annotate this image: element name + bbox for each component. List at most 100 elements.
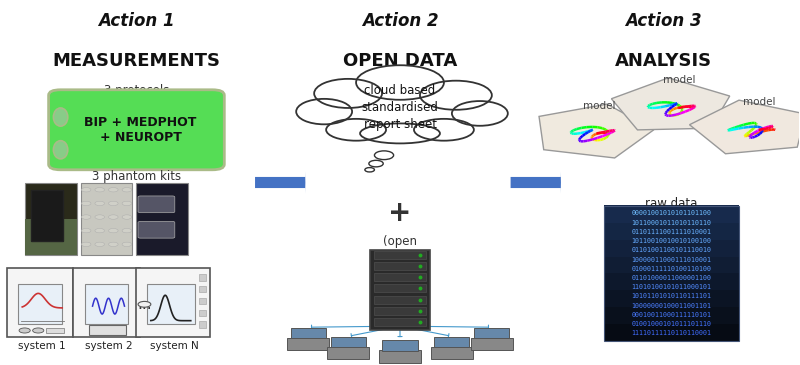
Circle shape: [122, 201, 132, 205]
Circle shape: [109, 242, 118, 246]
FancyBboxPatch shape: [198, 286, 206, 292]
FancyBboxPatch shape: [379, 350, 421, 363]
FancyBboxPatch shape: [327, 347, 369, 359]
FancyBboxPatch shape: [18, 284, 62, 324]
Text: 10110010010010100100: 10110010010010100100: [631, 238, 711, 244]
Text: ANALYSIS: ANALYSIS: [615, 51, 712, 70]
FancyBboxPatch shape: [138, 196, 174, 213]
FancyBboxPatch shape: [7, 268, 74, 337]
FancyBboxPatch shape: [374, 296, 426, 304]
Text: 3 phantom kits: 3 phantom kits: [92, 170, 181, 183]
FancyBboxPatch shape: [604, 273, 739, 290]
Circle shape: [138, 301, 151, 307]
Circle shape: [109, 201, 118, 205]
Text: model: model: [583, 100, 616, 111]
FancyBboxPatch shape: [604, 256, 739, 273]
Circle shape: [109, 215, 118, 219]
Text: 01001000101011101110: 01001000101011101110: [631, 321, 711, 327]
FancyBboxPatch shape: [198, 310, 206, 316]
Circle shape: [95, 201, 105, 205]
Circle shape: [95, 242, 105, 246]
FancyBboxPatch shape: [330, 337, 366, 347]
FancyBboxPatch shape: [604, 239, 739, 257]
FancyBboxPatch shape: [137, 182, 188, 255]
Circle shape: [122, 215, 132, 219]
FancyBboxPatch shape: [434, 337, 470, 347]
FancyBboxPatch shape: [290, 328, 326, 338]
Text: 11110111110110110001: 11110111110110110001: [631, 330, 711, 337]
Text: 10101101010110111101: 10101101010110111101: [631, 293, 711, 299]
Circle shape: [95, 228, 105, 233]
Circle shape: [365, 168, 374, 172]
FancyBboxPatch shape: [46, 328, 64, 333]
FancyBboxPatch shape: [382, 341, 418, 351]
FancyBboxPatch shape: [374, 251, 426, 259]
Ellipse shape: [326, 119, 386, 141]
Ellipse shape: [420, 81, 492, 110]
Text: 10110001011010110110: 10110001011010110110: [631, 220, 711, 226]
Circle shape: [122, 188, 132, 192]
Circle shape: [374, 151, 394, 160]
FancyBboxPatch shape: [25, 182, 77, 255]
FancyBboxPatch shape: [370, 250, 430, 330]
Circle shape: [122, 228, 132, 233]
FancyBboxPatch shape: [604, 222, 739, 240]
FancyBboxPatch shape: [374, 307, 426, 315]
Text: +: +: [388, 199, 412, 227]
Circle shape: [95, 188, 105, 192]
Text: system 1: system 1: [18, 341, 66, 351]
Circle shape: [82, 242, 91, 246]
Text: raw data: raw data: [646, 197, 698, 210]
Text: system 2: system 2: [85, 341, 132, 351]
Text: 00010011000111110101: 00010011000111110101: [631, 312, 711, 318]
Text: 00001001010101101100: 00001001010101101100: [631, 210, 711, 216]
FancyBboxPatch shape: [374, 273, 426, 281]
Ellipse shape: [356, 65, 444, 100]
Text: system N: system N: [150, 341, 199, 351]
Circle shape: [19, 328, 30, 333]
Ellipse shape: [296, 99, 352, 124]
FancyBboxPatch shape: [431, 347, 473, 359]
Ellipse shape: [452, 101, 508, 126]
Text: ...: ...: [137, 297, 152, 312]
Circle shape: [122, 242, 132, 246]
FancyBboxPatch shape: [25, 219, 77, 255]
Text: 3 protocols: 3 protocols: [104, 84, 169, 97]
Circle shape: [82, 215, 91, 219]
FancyBboxPatch shape: [147, 284, 194, 324]
FancyBboxPatch shape: [198, 298, 206, 304]
Text: Action 3: Action 3: [626, 12, 702, 30]
Text: 10000000100011001101: 10000000100011001101: [631, 303, 711, 309]
Circle shape: [109, 228, 118, 233]
Text: BIP + MEDPHOT
+ NEUROPT: BIP + MEDPHOT + NEUROPT: [84, 116, 197, 144]
Text: model: model: [663, 75, 696, 85]
FancyBboxPatch shape: [604, 323, 739, 341]
Text: 10000011000111010001: 10000011000111010001: [631, 257, 711, 262]
Text: 01101001100101110010: 01101001100101110010: [631, 247, 711, 253]
Text: 11010100101011000101: 11010100101011000101: [631, 284, 711, 290]
FancyBboxPatch shape: [471, 338, 513, 350]
Circle shape: [109, 188, 118, 192]
FancyBboxPatch shape: [136, 268, 210, 337]
FancyBboxPatch shape: [604, 306, 739, 324]
FancyBboxPatch shape: [604, 289, 739, 307]
FancyBboxPatch shape: [604, 205, 739, 223]
FancyBboxPatch shape: [198, 274, 206, 281]
FancyBboxPatch shape: [74, 268, 140, 337]
FancyBboxPatch shape: [374, 284, 426, 292]
Circle shape: [95, 215, 105, 219]
Text: MEASUREMENTS: MEASUREMENTS: [53, 51, 221, 70]
Ellipse shape: [54, 108, 68, 126]
Text: 01101000011000001100: 01101000011000001100: [631, 275, 711, 281]
Ellipse shape: [54, 141, 68, 159]
Text: OPEN DATA: OPEN DATA: [343, 51, 457, 70]
Text: cloud based
standardised
report sheet: cloud based standardised report sheet: [362, 84, 438, 131]
Circle shape: [33, 328, 44, 333]
FancyBboxPatch shape: [474, 328, 510, 338]
Text: Action 1: Action 1: [98, 12, 174, 30]
FancyBboxPatch shape: [81, 182, 133, 255]
Ellipse shape: [414, 119, 474, 141]
Circle shape: [369, 160, 383, 167]
FancyBboxPatch shape: [198, 322, 206, 328]
Text: (open
data): (open data): [383, 235, 417, 264]
